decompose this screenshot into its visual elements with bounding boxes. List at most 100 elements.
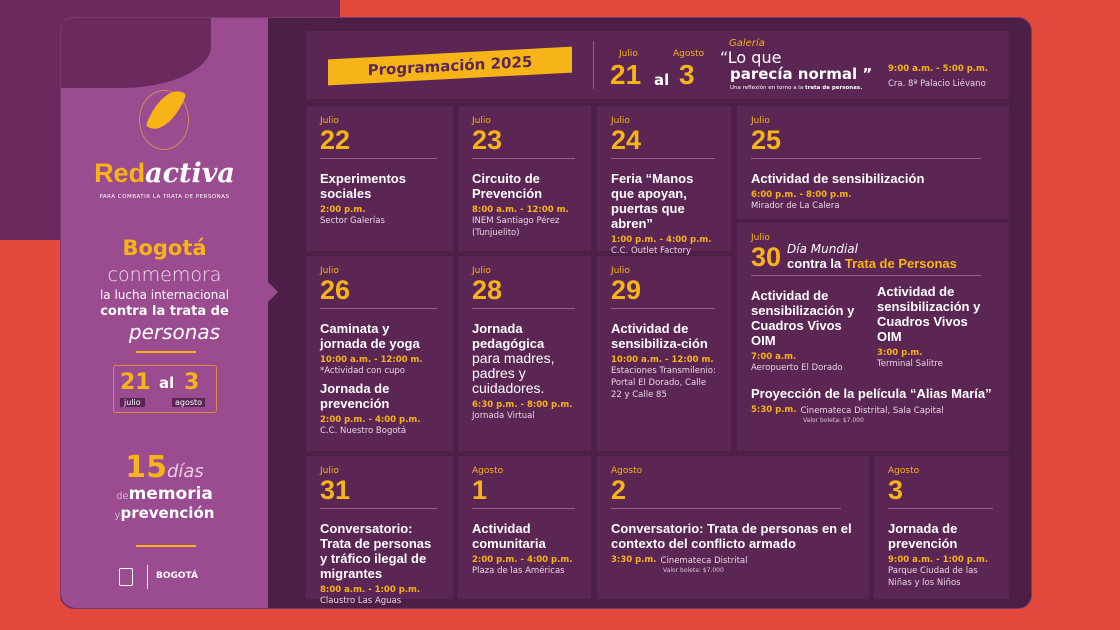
- activity-time: 5:30 p.m.: [751, 405, 797, 415]
- event-title: Circuito de Prevención: [472, 171, 543, 201]
- event-month: Agosto: [472, 466, 504, 476]
- event-time: 2:00 p.m. - 4:00 p.m.: [320, 415, 421, 425]
- event-month: Julio: [472, 266, 491, 276]
- event-title: Jornada pedagógica: [472, 321, 545, 351]
- divider: [136, 351, 196, 353]
- event-day: 28: [472, 275, 503, 305]
- heading-light: Día Mundial: [787, 242, 858, 256]
- event-card: Julio 23 Circuito de Prevención 8:00 a.m. …: [458, 106, 591, 251]
- subtitle-text: Una reflexión en torno a la: [730, 85, 804, 91]
- from-day: 21: [610, 59, 642, 90]
- y-text: y: [114, 510, 121, 521]
- to-month: Agosto: [673, 49, 705, 59]
- event-title: Jornada de prevención: [888, 521, 958, 551]
- subtitle-bold: trata de personas.: [804, 85, 863, 91]
- prevencion-text: prevención: [120, 504, 215, 522]
- poster: Redactiva PARA COMBATIR LA TRATA DE PERS…: [60, 17, 1032, 609]
- banner-year: 2025: [490, 52, 533, 73]
- commemoration-line: contra la trata de: [100, 304, 229, 319]
- activity-place: Cinemateca Distrital, Sala Capital: [800, 406, 944, 416]
- divider: [472, 158, 575, 159]
- event-day: 24: [611, 125, 642, 155]
- event-title: Jornada de prevención: [320, 381, 390, 411]
- gallery-time: 9:00 a.m. - 5:00 p.m.: [888, 64, 989, 74]
- event-month: Julio: [751, 116, 770, 126]
- event-day: 31: [320, 475, 351, 505]
- event-month: Julio: [320, 466, 339, 476]
- gallery-title-line1: “Lo que: [720, 48, 782, 67]
- activity-time: 3:00 p.m.: [877, 348, 923, 358]
- event-month: Agosto: [888, 466, 920, 476]
- event-day: 30: [751, 242, 782, 272]
- de-text: de: [116, 491, 129, 502]
- event-time: 3:30 p.m.: [611, 555, 657, 565]
- divider: [611, 508, 841, 509]
- event-place: Cinemateca Distrital: [660, 556, 748, 566]
- activity-title: Actividad de sensibilización y Cuadros V…: [877, 284, 981, 344]
- event-place: Estaciones Transmilenio: Portal El Dorad…: [611, 366, 716, 400]
- divider: [472, 508, 575, 509]
- gallery-subtitle: Una reflexión en torno a la trata de per…: [730, 85, 862, 91]
- divider: [751, 158, 981, 159]
- divider: [593, 41, 594, 89]
- ticket-note: Valor boleta: $7.000: [663, 567, 724, 574]
- program-banner: Programación 2025: [328, 46, 572, 86]
- event-title: Caminata y jornada de yoga: [320, 321, 420, 351]
- event-place: *Actividad con cupo: [320, 366, 405, 376]
- to-day: 3: [679, 59, 695, 90]
- banner-title: Programación: [367, 55, 486, 80]
- event-time: 10:00 a.m. - 12:00 m.: [320, 355, 423, 365]
- city: Bogotá: [122, 236, 207, 260]
- heading-text: contra la: [787, 256, 842, 271]
- event-day: 25: [751, 125, 782, 155]
- event-card: Julio 24 Feria “Manos que apoyan, puertas …: [597, 106, 731, 256]
- event-card: Julio 31 Conversatorio: Trata de personas …: [306, 456, 453, 606]
- event-month: Julio: [611, 266, 630, 276]
- divider: [472, 308, 575, 309]
- event-time: 6:00 p.m. - 8:00 p.m.: [751, 190, 852, 200]
- event-subtitle: para madres, padres y cuidadores.: [472, 350, 555, 396]
- decor-shape: [61, 18, 211, 88]
- alcaldia-shield-icon: [119, 568, 133, 586]
- event-day: 2: [611, 475, 627, 505]
- event-place: Jornada Virtual: [472, 411, 535, 421]
- date-range-box: 21 al 3 julio agosto: [113, 365, 217, 413]
- gallery-title-line2: parecía normal ”: [730, 65, 873, 83]
- event-time: 2:00 p.m.: [320, 205, 366, 215]
- activity-place: Aeropuerto El Dorado: [751, 363, 843, 373]
- divider: [611, 308, 715, 309]
- activity-title: Actividad de sensibilización y Cuadros V…: [751, 288, 855, 348]
- event-day: 23: [472, 125, 503, 155]
- activity-time: 7:00 a.m.: [751, 352, 797, 362]
- fifteen-days: 15días: [61, 450, 268, 485]
- from-month: julio: [120, 398, 145, 407]
- divider: [320, 158, 437, 159]
- event-place: Plaza de las Américas: [472, 566, 565, 576]
- event-card: Julio 25 Actividad de sensibilización 6:00…: [737, 106, 1009, 219]
- event-card: Julio 22 Experimentos sociales 2:00 p.m. Se…: [306, 106, 453, 251]
- heading-highlight: Trata de Personas: [844, 256, 957, 271]
- event-time: 8:00 a.m. - 1:00 p.m.: [320, 585, 421, 595]
- memoria-text: memoria: [128, 484, 213, 504]
- days-number: 15: [125, 450, 167, 485]
- event-card: Agosto 2 Conversatorio: Trata de personas …: [597, 456, 869, 599]
- event-card: Agosto 3 Jornada de prevención 9:00 a.m. -…: [874, 456, 1009, 599]
- gallery-label: Galería: [729, 38, 765, 49]
- event-day: 3: [888, 475, 904, 505]
- divider: [888, 508, 993, 509]
- event-time: 9:00 a.m. - 1:00 p.m.: [888, 555, 989, 565]
- prevencion-line: yprevención: [61, 504, 268, 522]
- title-text: parecía normal: [730, 65, 858, 83]
- event-card: Julio 26 Caminata y jornada de yoga 10:00 …: [306, 256, 453, 451]
- divider: [320, 508, 437, 509]
- event-place: INEM Santiago Pérez (Tunjuelito): [472, 216, 560, 238]
- ticket-note: Valor boleta: $7.000: [803, 417, 864, 424]
- days-word: días: [166, 461, 204, 482]
- event-day: 29: [611, 275, 642, 305]
- left-panel: Redactiva PARA COMBATIR LA TRATA DE PERS…: [61, 18, 278, 608]
- event-title: Actividad de sensibiliza-ción: [611, 321, 708, 351]
- event-title: Actividad de sensibilización: [751, 171, 925, 186]
- bogota-logo: BOGOTÁ: [156, 571, 198, 581]
- event-title: Actividad comunitaria: [472, 521, 546, 551]
- event-place: Mirador de La Calera: [751, 201, 840, 211]
